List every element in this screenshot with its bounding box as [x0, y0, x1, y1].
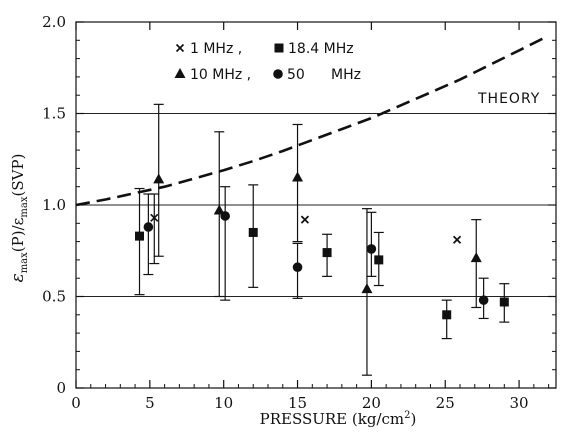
marker-square	[135, 231, 145, 241]
y-label-mid: (P)/ε	[9, 217, 27, 252]
marker-x-stroke	[150, 213, 159, 222]
data-point-triangle	[361, 208, 373, 376]
data-point-circle	[366, 211, 377, 277]
data-point-triangle	[153, 103, 165, 257]
data-point-triangle	[470, 219, 482, 309]
legend-1mhz-label: 1 MHz ,	[190, 41, 242, 57]
marker-triangle	[213, 204, 225, 215]
data-point-circle	[292, 242, 303, 299]
marker-square	[499, 297, 509, 307]
y-tick-label: 0	[56, 379, 66, 397]
marker-square	[322, 248, 332, 258]
x-axis-label-main: PRESSURE (kg/cm	[260, 410, 405, 428]
marker-triangle	[174, 68, 186, 78]
marker-x	[150, 213, 159, 222]
legend: 1 MHz , 18.4 MHz 10 MHz , 50 MHz	[174, 41, 361, 83]
marker-x	[452, 235, 462, 244]
data-point-circle	[143, 193, 154, 276]
marker-triangle	[361, 283, 373, 294]
marker-square	[374, 255, 384, 265]
marker-circle	[143, 222, 154, 232]
y-tick-label: 2.0	[42, 13, 66, 31]
marker-x-stroke	[300, 215, 310, 224]
data-point-square	[499, 283, 510, 323]
marker-circle	[273, 69, 283, 79]
marker-x	[175, 43, 185, 53]
marker-triangle	[153, 173, 165, 184]
legend-10mhz-label: 10 MHz ,	[190, 67, 251, 83]
data-point-circle	[220, 186, 231, 301]
theory-curve-group	[75, 34, 550, 207]
legend-18mhz-label: 18.4 MHz	[288, 41, 354, 57]
theory-label: THEORY	[477, 91, 540, 107]
axis-ticks: 0 5 10 15 20 25 30 0 0.5 1.0 1.5 2.0	[42, 13, 556, 412]
data-point-x	[300, 215, 310, 224]
marker-x-stroke	[175, 43, 185, 53]
theory-curve	[75, 34, 550, 207]
y-axis-label: εmax(P)/εmax(SVP)	[8, 154, 30, 283]
x-axis-label: PRESSURE (kg/cm2)	[260, 410, 417, 428]
x-tick-label: 25	[436, 394, 455, 412]
marker-circle	[292, 262, 303, 273]
x-tick-label: 20	[362, 394, 381, 412]
data-point-square	[248, 184, 259, 288]
data-point-square	[441, 299, 452, 340]
data-point-triangle	[213, 131, 225, 298]
x-tick-label: 0	[71, 394, 81, 412]
marker-square	[248, 227, 258, 237]
legend-symbols	[174, 43, 284, 79]
data-point-square	[134, 187, 145, 296]
x-tick-label: 15	[288, 394, 307, 412]
legend-50mhz-label: 50	[287, 67, 305, 83]
x-axis-label-close: )	[411, 410, 417, 428]
marker-circle	[220, 211, 230, 221]
x-tick-label: 5	[145, 394, 155, 412]
data-point-triangle	[292, 123, 304, 243]
marker-circle	[478, 295, 489, 305]
y-label-sub2: max	[19, 196, 30, 217]
data-point-square	[322, 233, 333, 277]
y-tick-label: 0.5	[42, 288, 66, 306]
data-point-circle	[478, 277, 489, 320]
marker-square	[442, 310, 452, 320]
marker-triangle	[470, 252, 482, 263]
x-axis-label-sup: 2	[404, 410, 410, 421]
marker-circle	[366, 244, 377, 254]
data-points	[134, 103, 510, 376]
legend-50mhz-unit: MHz	[331, 67, 361, 83]
y-label-end: (SVP)	[9, 154, 27, 197]
y-label-sub1: max	[19, 252, 30, 273]
marker-square	[274, 43, 284, 53]
y-label-eps1: ε	[8, 273, 28, 282]
x-tick-label: 10	[214, 394, 233, 412]
y-tick-label: 1.0	[42, 196, 66, 214]
data-point-x	[452, 235, 462, 244]
marker-x-stroke	[452, 235, 462, 244]
marker-x	[300, 215, 310, 224]
x-tick-label: 30	[510, 394, 529, 412]
marker-triangle	[292, 171, 304, 182]
y-tick-label: 1.5	[42, 105, 66, 123]
data-point-square	[373, 231, 384, 287]
